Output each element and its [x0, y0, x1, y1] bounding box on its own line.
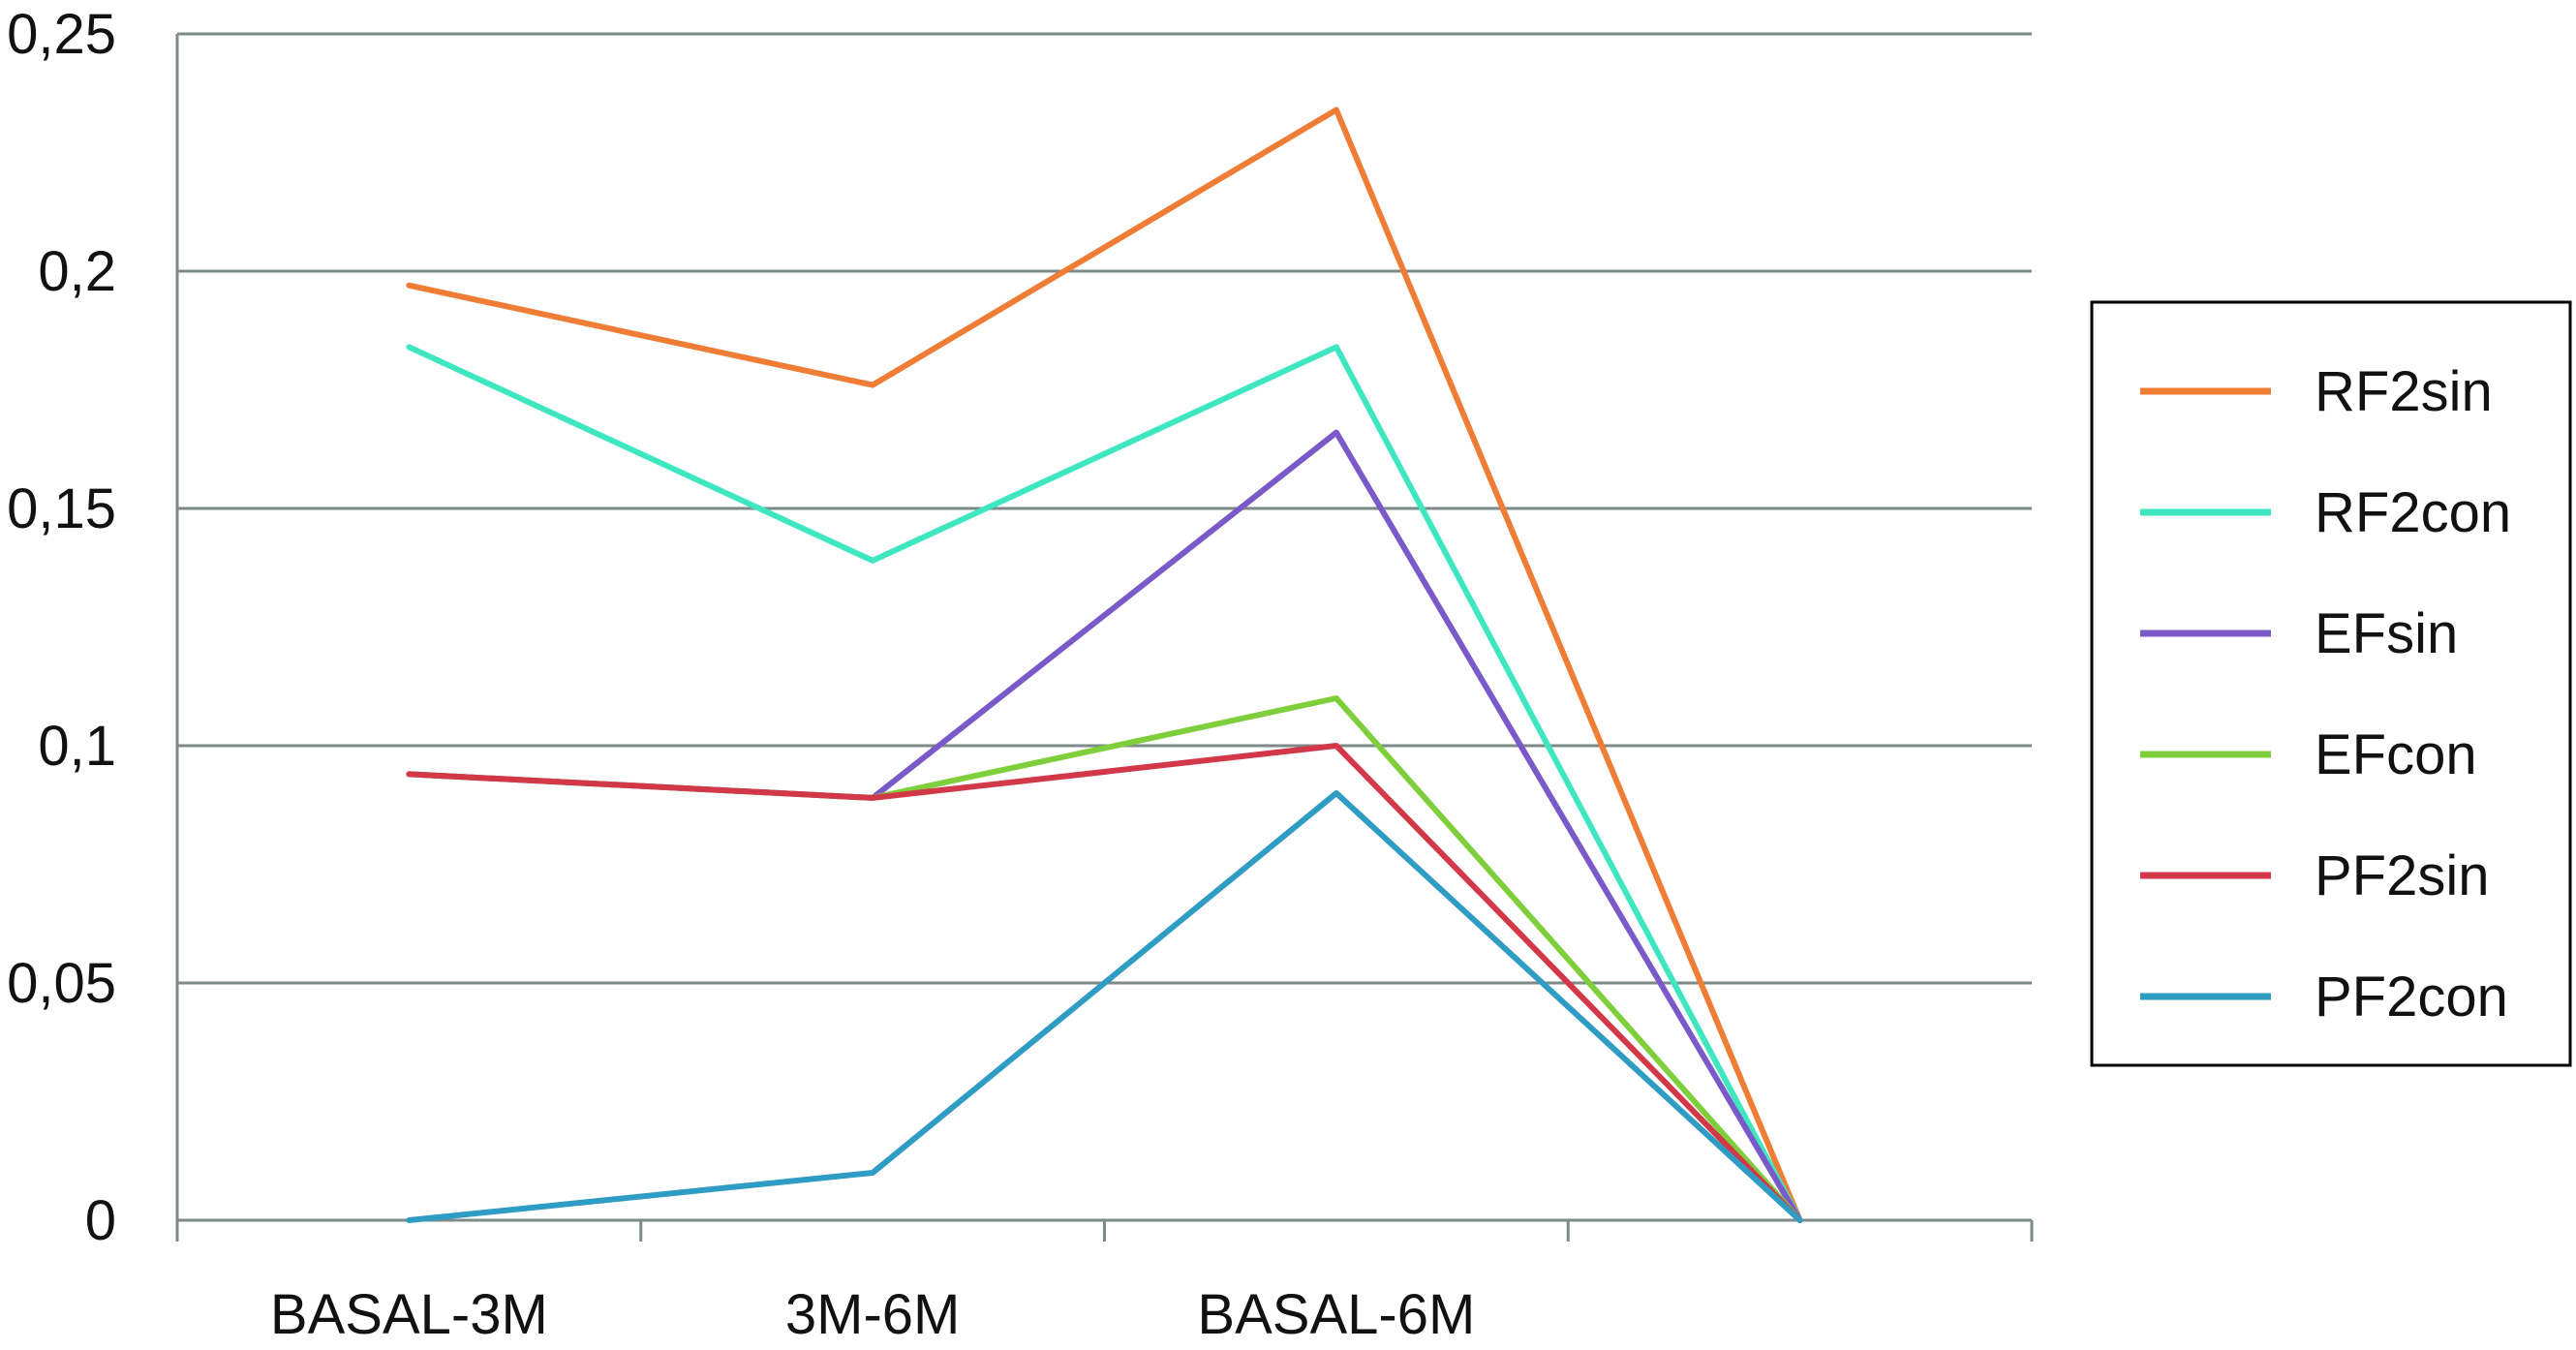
series-line-rf2sin — [406, 107, 1803, 1223]
y-tick-label: 0,1 — [38, 715, 116, 778]
series-lines — [406, 107, 1803, 1223]
legend: RF2sin RF2con EFsin EFcon PF2sin PF2con — [2090, 300, 2572, 1067]
y-tick-label: 0,05 — [7, 952, 116, 1015]
legend-label: RF2sin — [2315, 360, 2493, 423]
gridlines — [177, 32, 2032, 985]
legend-label: EFsin — [2315, 602, 2458, 665]
series-line-efcon — [406, 695, 1803, 1223]
legend-label: EFcon — [2315, 723, 2477, 786]
legend-label: PF2con — [2315, 966, 2508, 1028]
series-line-pf2sin — [406, 743, 1803, 1223]
series-line-pf2con — [406, 790, 1803, 1223]
y-tick-label: 0,15 — [7, 477, 116, 540]
legend-label: RF2con — [2315, 481, 2511, 544]
tick-labels: 0 0,05 0,1 0,15 0,2 0,25 BASAL-3M 3M-6M BASAL-6M — [7, 3, 1475, 1346]
legend-box — [2090, 300, 2572, 1067]
x-tick-label: 3M-6M — [785, 1283, 960, 1345]
x-tick-label: BASAL-3M — [270, 1283, 548, 1345]
y-tick-label: 0,2 — [38, 240, 116, 303]
axes — [175, 34, 2034, 1242]
legend-label: PF2sin — [2315, 844, 2490, 907]
y-tick-label: 0,25 — [7, 3, 116, 66]
series-line-rf2con — [406, 344, 1803, 1223]
y-tick-label: 0 — [85, 1189, 116, 1252]
x-tick-label: BASAL-6M — [1197, 1283, 1475, 1345]
